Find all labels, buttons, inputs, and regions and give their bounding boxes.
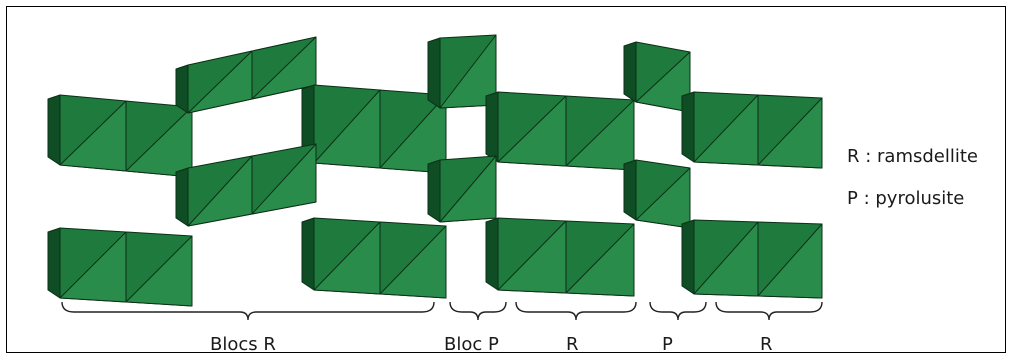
octahedron-facet [379,225,447,299]
legend-ramsdellite: R : ramsdellite [847,146,978,167]
octahedron-facet [251,143,317,215]
octahedron-facet [379,94,447,174]
octahedron-side [485,217,499,291]
octahedron-facet [635,167,691,229]
octahedron-facet [439,155,497,223]
octahedron-side [47,227,61,299]
octahedron-side [175,167,189,227]
brace [61,301,435,321]
octahedron-side [623,159,637,221]
octahedron-facet [757,223,823,299]
octahedron-side [681,91,695,163]
octahedron-side [47,94,61,166]
label-r-second: R [760,334,773,355]
octahedron-facet [565,99,635,171]
octahedron-side [485,91,499,163]
octahedron-facet [565,223,635,297]
octahedron-facet [125,106,193,178]
label-bloc-p: Bloc P [444,334,499,355]
label-blocs-r: Blocs R [210,334,276,355]
octahedron-side [427,37,441,109]
braces-layer [61,301,823,321]
legend-pyrolusite: P : pyrolusite [847,188,965,209]
octahedron-facet [635,51,691,113]
octahedron-side [623,41,637,103]
octahedron-side [175,64,189,114]
octahedron-facet [757,97,823,169]
brace [715,301,823,321]
octahedron-facet [251,36,317,100]
brace [449,301,507,321]
octahedra-layer [47,34,823,307]
label-p: P [662,334,673,355]
label-r-first: R [566,334,579,355]
octahedron-side [301,217,315,291]
brace [649,301,707,321]
brace [515,301,637,321]
octahedron-side [427,159,441,223]
octahedron-facet [125,235,193,307]
octahedron-facet [439,34,497,109]
octahedron-side [681,219,695,295]
